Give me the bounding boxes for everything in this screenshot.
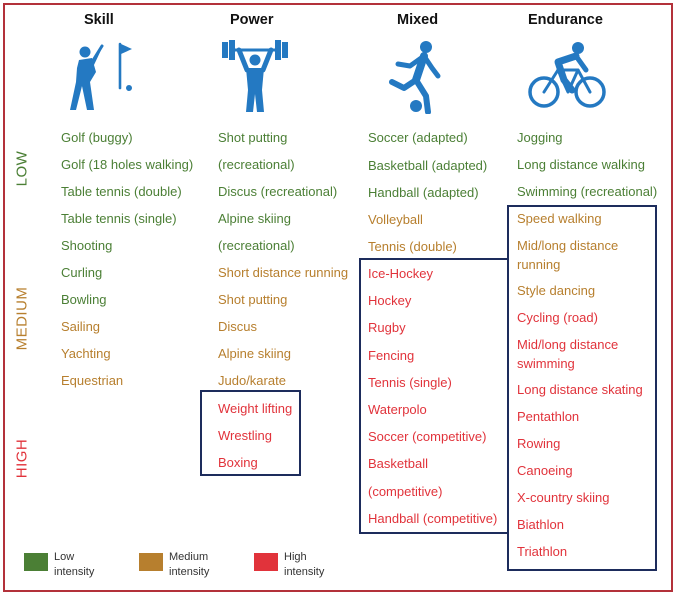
mixed-item: Soccer (competitive) <box>368 429 487 444</box>
power-item: Judo/karate <box>218 373 286 388</box>
header-skill: Skill <box>84 12 114 28</box>
mixed-item: Waterpolo <box>368 402 427 417</box>
legend-label-medium: Medium intensity <box>169 551 210 578</box>
power-item: Discus <box>218 319 258 334</box>
header-power: Power <box>230 12 274 28</box>
power-item: Shot putting <box>218 130 288 145</box>
skill-item: Sailing <box>61 319 101 334</box>
endurance-item: Style dancing <box>517 283 596 298</box>
endurance-item: Pentathlon <box>517 409 580 424</box>
legend-swatch-medium <box>139 553 163 571</box>
mixed-high-box <box>359 258 509 534</box>
endurance-item: Canoeing <box>517 463 573 478</box>
legend-label-high: High intensity <box>284 551 325 578</box>
row-label-low: LOW <box>13 150 31 187</box>
soccer-player-icon <box>389 41 441 114</box>
power-item: Wrestling <box>218 428 272 443</box>
endurance-item: X-country skiing <box>517 490 610 505</box>
skill-item: Bowling <box>61 292 107 307</box>
power-high-box <box>200 390 301 476</box>
skill-item: Table tennis (double) <box>61 184 182 199</box>
endurance-item: Long distance skating <box>517 382 643 397</box>
endurance-item: Jogging <box>517 130 563 145</box>
cyclist-icon <box>528 42 606 108</box>
mixed-item: Volleyball <box>368 212 423 227</box>
golfer-icon <box>70 42 132 110</box>
endurance-item: Triathlon <box>517 544 568 559</box>
power-item: Short distance running <box>218 265 349 280</box>
mixed-item: Tennis (single) <box>368 375 452 390</box>
endurance-item: running <box>517 257 561 272</box>
header-mixed: Mixed <box>397 12 439 28</box>
endurance-item: swimming <box>517 356 575 371</box>
endurance-item: Cycling (road) <box>517 310 598 325</box>
power-item: Alpine skiing <box>218 211 291 226</box>
mixed-item: Hockey <box>368 293 412 308</box>
diagram-frame <box>3 3 673 592</box>
endurance-item: Rowing <box>517 436 561 451</box>
power-item: (recreational) <box>218 238 295 253</box>
mixed-item: Soccer (adapted) <box>368 130 468 145</box>
mixed-item: Basketball (adapted) <box>368 158 488 173</box>
mixed-item: Tennis (double) <box>368 239 457 254</box>
mixed-item: Handball (competitive) <box>368 511 498 526</box>
weightlifter-icon <box>222 40 288 112</box>
skill-item: Curling <box>61 265 103 280</box>
mixed-item: Basketball <box>368 456 428 471</box>
endurance-group-box <box>507 205 657 571</box>
endurance-item: Mid/long distance <box>517 238 619 253</box>
mixed-item: Handball (adapted) <box>368 185 479 200</box>
mixed-item: Rugby <box>368 320 406 335</box>
legend-swatch-high <box>254 553 278 571</box>
endurance-item: Swimming (recreational) <box>517 184 658 199</box>
endurance-item: Mid/long distance <box>517 337 619 352</box>
skill-item: Shooting <box>61 238 113 253</box>
power-item: Weight lifting <box>218 401 293 416</box>
mixed-item: Ice-Hockey <box>368 266 434 281</box>
endurance-item: Long distance walking <box>517 157 645 172</box>
endurance-item: Biathlon <box>517 517 564 532</box>
row-label-medium: MEDIUM <box>13 286 31 351</box>
skill-item: Table tennis (single) <box>61 211 177 226</box>
skill-item: Golf (18 holes walking) <box>61 157 194 172</box>
header-endurance: Endurance <box>528 12 603 28</box>
power-item: Alpine skiing <box>218 346 291 361</box>
power-item: (recreational) <box>218 157 295 172</box>
power-item: Shot putting <box>218 292 288 307</box>
power-item: Discus (recreational) <box>218 184 338 199</box>
skill-item: Golf (buggy) <box>61 130 133 145</box>
skill-item: Equestrian <box>61 373 124 388</box>
power-item: Boxing <box>218 455 258 470</box>
legend-swatch-low <box>24 553 48 571</box>
mixed-item: Fencing <box>368 348 415 363</box>
row-label-high: HIGH <box>13 438 31 479</box>
skill-item: Yachting <box>61 346 111 361</box>
endurance-item: Speed walking <box>517 211 602 226</box>
mixed-item: (competitive) <box>368 484 443 499</box>
legend-label-low: Low intensity <box>54 551 95 578</box>
